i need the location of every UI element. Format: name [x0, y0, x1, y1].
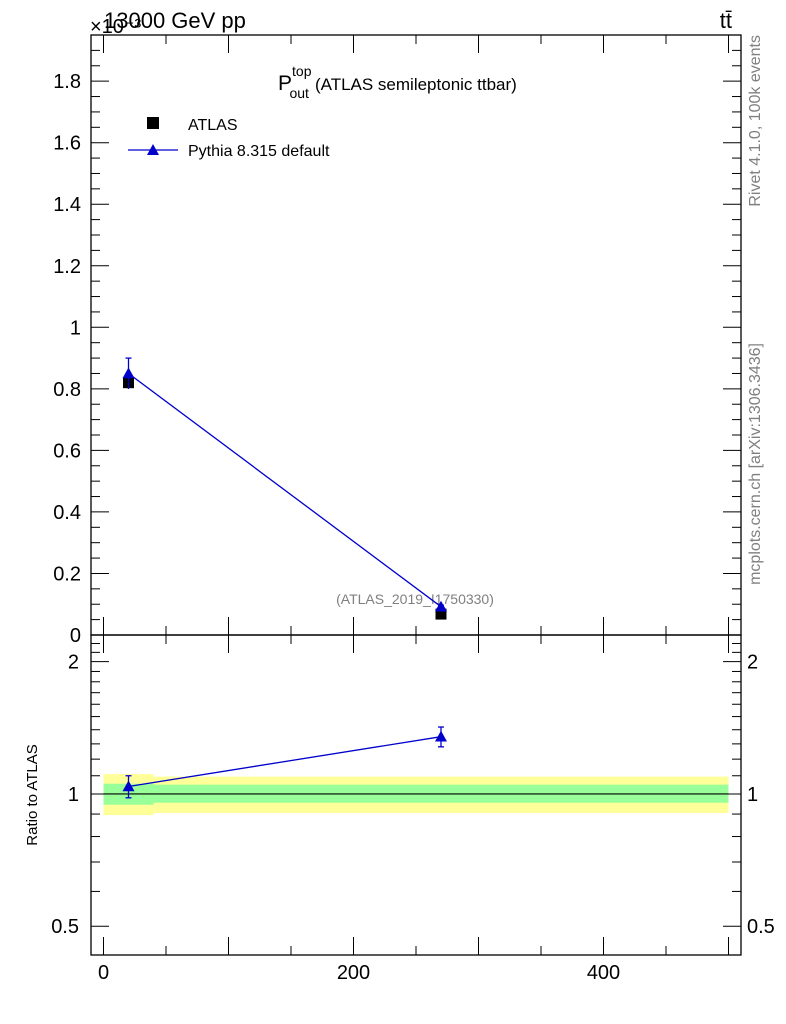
- top-ytick-label-0: 0: [70, 625, 81, 647]
- title-main: P: [278, 72, 292, 95]
- ratio-pythia-point-0: [122, 780, 135, 792]
- top-ytick-label-1: 0.2: [53, 563, 81, 585]
- xtick-label-1: 200: [337, 962, 370, 984]
- ratio-ytick-label-right-0: 0.5: [747, 916, 775, 938]
- plot-title: Ptop out (ATLAS semileptonic ttbar): [278, 63, 517, 101]
- rivet-label: Rivet 4.1.0, 100k events: [747, 35, 764, 207]
- atlas-point-1: [435, 608, 447, 620]
- top-ytick-label-8: 1.6: [53, 133, 81, 155]
- pythia-point-1: [435, 600, 447, 612]
- legend: ATLAS Pythia 8.315 default: [128, 117, 330, 160]
- top-panel-axes: 0 0.2 0.4 0.6 0.8 1 1.2 1.4 1.6 1.8: [53, 35, 741, 647]
- legend-atlas-label: ATLAS: [188, 117, 238, 134]
- analysis-label: (ATLAS_2019_I1750330): [336, 591, 494, 607]
- ratio-pythia-point-1: [435, 730, 447, 742]
- title-sub: out: [289, 85, 309, 101]
- uncertainty-bands: [103, 774, 729, 816]
- top-ytick-label-6: 1.2: [53, 256, 81, 278]
- xtick-label-2: 400: [587, 962, 620, 984]
- pythia-line: [128, 372, 442, 608]
- ratio-ytick-label-left-0: 0.5: [51, 916, 79, 938]
- top-ytick-label-2: 0.4: [53, 502, 81, 524]
- ratio-ytick-label-right-1: 1: [747, 784, 758, 806]
- ratio-ytick-label-left-1: 1: [68, 784, 79, 806]
- top-ytick-label-5: 1: [70, 317, 81, 339]
- ratio-ylabel: Ratio to ATLAS: [24, 744, 41, 845]
- exponent-label: ×10⁻³: [90, 16, 141, 38]
- ratio-panel-axes: 0.5 0.5 1 1 2 2 0 200 400: [51, 635, 775, 984]
- pythia-point-0: [122, 367, 135, 379]
- legend-atlas-marker: [147, 117, 159, 129]
- top-ytick-label-9: 1.8: [53, 71, 81, 93]
- top-ytick-label-7: 1.4: [53, 194, 81, 216]
- title-rest: (ATLAS semileptonic ttbar): [315, 75, 517, 94]
- ratio-panel-frame: [90, 634, 742, 956]
- ratio-ytick-label-left-2: 2: [68, 652, 79, 674]
- title-sup: top: [292, 63, 312, 79]
- legend-pythia-marker: [147, 144, 159, 155]
- xtick-label-0: 0: [98, 962, 109, 984]
- ratio-ytick-label-right-2: 2: [747, 652, 758, 674]
- process-label: tt̄: [720, 8, 732, 33]
- source-label: mcplots.cern.ch [arXiv:1306.3436]: [747, 343, 764, 585]
- top-ytick-label-4: 0.8: [53, 379, 81, 401]
- top-ytick-label-3: 0.6: [53, 440, 81, 462]
- energy-label: 13000 GeV pp: [104, 8, 246, 33]
- data-series: [122, 357, 447, 799]
- legend-pythia-label: Pythia 8.315 default: [188, 143, 330, 160]
- ratio-pythia-line: [128, 736, 442, 788]
